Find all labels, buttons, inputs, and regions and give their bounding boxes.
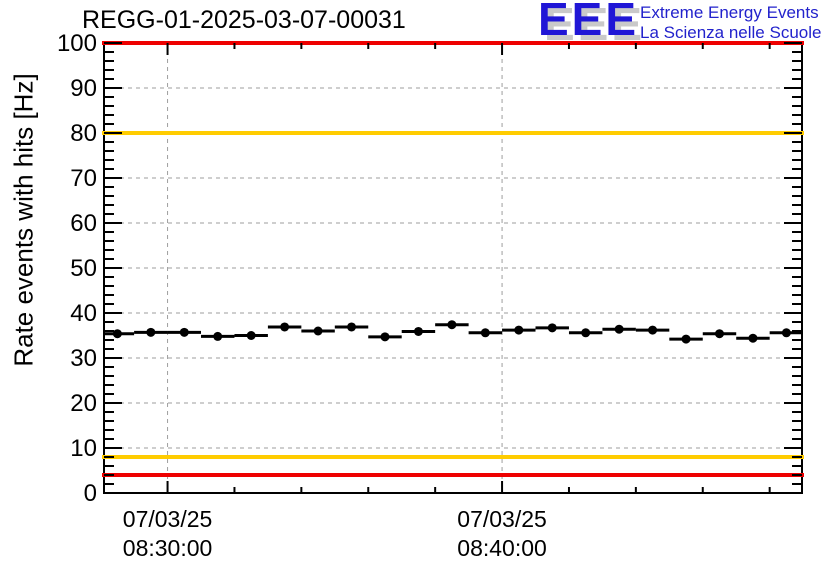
data-point: [581, 328, 591, 338]
data-point: [447, 320, 457, 330]
x-tick-label-time: 08:40:00: [457, 535, 547, 561]
data-point: [213, 331, 223, 341]
gridlines: [104, 43, 802, 493]
data-series-rate-events-with-hits: [104, 320, 802, 344]
data-point: [781, 328, 791, 338]
y-tick-label: 100: [57, 30, 97, 57]
data-point: [146, 327, 156, 337]
data-point: [714, 329, 724, 339]
data-point: [246, 331, 256, 340]
data-point: [681, 334, 691, 344]
y-tick-label: 70: [70, 165, 97, 192]
data-point: [514, 325, 524, 335]
x-tick-labels: 07/03/25 08:30:00 07/03/25 08:40:00: [123, 506, 547, 561]
data-point: [380, 332, 390, 342]
y-tick-label: 0: [84, 480, 97, 507]
data-point: [748, 333, 758, 343]
y-tick-label: 80: [70, 120, 97, 147]
data-point: [648, 325, 658, 335]
y-tick-label: 20: [70, 390, 97, 417]
data-point: [480, 328, 490, 338]
y-tick-labels: 0 10 20 30 40 50 60 70 80 90 100: [57, 30, 97, 507]
y-tick-label: 90: [70, 75, 97, 102]
x-tick-label-date: 07/03/25: [457, 506, 547, 532]
data-point: [413, 326, 423, 336]
y-tick-label: 60: [70, 210, 97, 237]
data-point: [547, 323, 557, 333]
eee-logo-acronym: EEE: [538, 0, 640, 45]
threshold-lines: [102, 41, 804, 477]
y-tick-label: 10: [70, 435, 97, 462]
data-point: [347, 322, 357, 332]
eee-logo-text: Extreme Energy Events La Scienza nelle S…: [640, 3, 821, 43]
data-point: [112, 329, 122, 339]
y-tick-label: 50: [70, 255, 97, 282]
y-tick-label: 40: [70, 300, 97, 327]
eee-logo-line2: La Scienza nelle Scuole: [640, 23, 822, 42]
data-point: [614, 324, 624, 334]
x-tick-label-date: 07/03/25: [123, 506, 213, 532]
axis-ticks: [104, 42, 802, 494]
x-tick-label-time: 08:30:00: [123, 535, 213, 561]
data-point: [179, 327, 189, 337]
plot-title: REGG-01-2025-03-07-00031: [82, 6, 406, 34]
data-point: [313, 326, 323, 336]
y-tick-label: 30: [70, 345, 97, 372]
data-point: [280, 322, 290, 332]
eee-logo-line1: Extreme Energy Events: [640, 3, 819, 22]
